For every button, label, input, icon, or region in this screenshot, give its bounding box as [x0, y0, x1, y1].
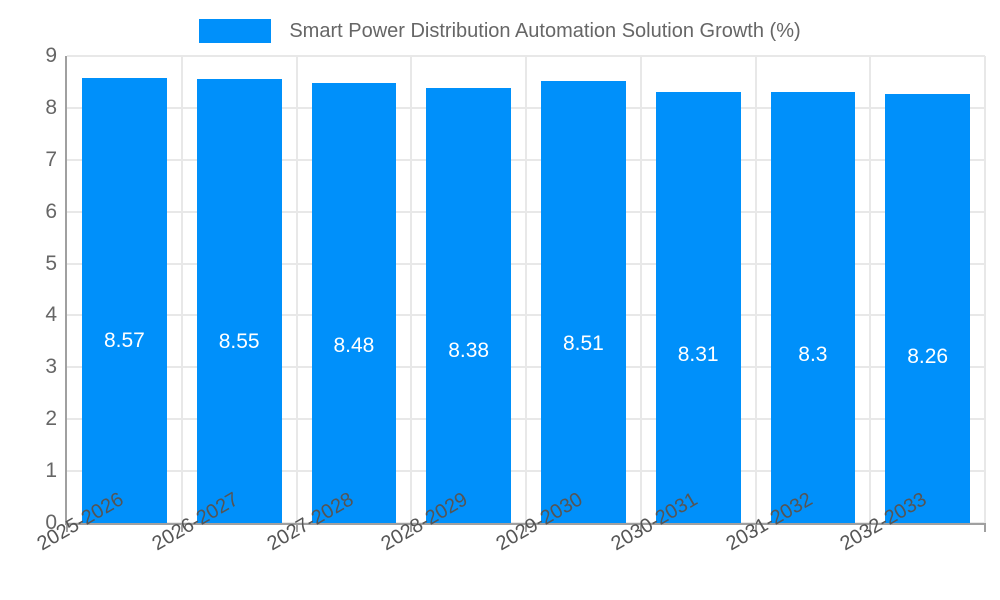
x-axis-tick-mark: [180, 523, 183, 532]
y-axis-tick-label: 0: [45, 511, 57, 534]
x-axis-tick-mark: [410, 523, 413, 532]
y-axis-tick-label: 8: [45, 95, 57, 119]
bar-slot: 8.31: [641, 56, 756, 523]
bar[interactable]: 8.31: [655, 91, 741, 523]
bar[interactable]: 8.38: [426, 88, 511, 523]
bar-value-label: 8.31: [677, 342, 719, 366]
chart-legend: Smart Power Distribution Automation Solu…: [0, 14, 1000, 48]
y-axis-tick-label: 6: [45, 199, 57, 223]
bar-value-label: 8.55: [218, 330, 260, 354]
bar[interactable]: 8.57: [82, 78, 167, 523]
x-axis-tick-mark: [754, 523, 757, 532]
plot-area: 8.57 8.55 8.48 8.38 8.51 8.31 8.3 8.26: [67, 55, 986, 524]
y-axis-tick-label: 1: [45, 459, 57, 483]
bar-value-label: 8.57: [103, 329, 145, 353]
bar-value-label: 8.26: [907, 345, 949, 369]
y-axis-tick-label: 5: [45, 251, 57, 275]
bar[interactable]: 8.51: [541, 81, 626, 523]
y-axis-line: [65, 56, 67, 525]
bar-slot: 8.48: [297, 56, 412, 523]
x-axis-tick-mark: [66, 523, 68, 532]
bar-slot: 8.55: [182, 56, 297, 523]
bar-value-label: 8.51: [562, 332, 604, 356]
bar-slot: 8.38: [411, 56, 526, 523]
bar[interactable]: 8.26: [885, 94, 970, 523]
bar-slot: 8.3: [756, 56, 871, 523]
y-axis-tick-label: 3: [45, 355, 57, 379]
y-axis-tick-label: 7: [45, 147, 57, 171]
gridline-vertical: [754, 56, 757, 523]
bar-slot: 8.57: [67, 56, 182, 523]
gridline-vertical: [410, 56, 413, 523]
bar[interactable]: 8.55: [196, 79, 282, 523]
bar[interactable]: 8.48: [311, 82, 397, 523]
gridline-vertical: [525, 56, 527, 523]
y-axis-tick-label: 4: [45, 303, 57, 327]
legend-color-swatch-icon: [199, 19, 272, 43]
bar-slot: 8.26: [870, 56, 985, 523]
legend-item-growth[interactable]: Smart Power Distribution Automation Solu…: [199, 19, 801, 43]
gridline-vertical: [180, 56, 183, 523]
bar-value-label: 8.3: [798, 343, 828, 367]
bar-slot: 8.51: [526, 56, 641, 523]
y-axis-tick-label: 9: [45, 44, 57, 67]
y-axis-tick-labels: 0 1 2 3 4 5 6 7 8 9: [0, 45, 57, 533]
bar-value-label: 8.38: [448, 339, 490, 363]
gridline-vertical: [295, 56, 298, 523]
x-axis-tick-mark: [525, 523, 527, 532]
x-axis-tick-mark: [984, 523, 986, 532]
y-axis-tick-label: 2: [45, 407, 57, 431]
legend-label: Smart Power Distribution Automation Solu…: [289, 20, 801, 42]
x-axis-tick-mark: [869, 523, 872, 532]
gridline-vertical: [984, 56, 986, 523]
bar-value-label: 8.48: [333, 333, 375, 357]
x-axis-tick-mark: [295, 523, 298, 532]
x-axis-tick-mark: [639, 523, 642, 532]
gridline-vertical: [869, 56, 872, 523]
gridline-vertical: [639, 56, 642, 523]
bar[interactable]: 8.3: [770, 92, 856, 523]
